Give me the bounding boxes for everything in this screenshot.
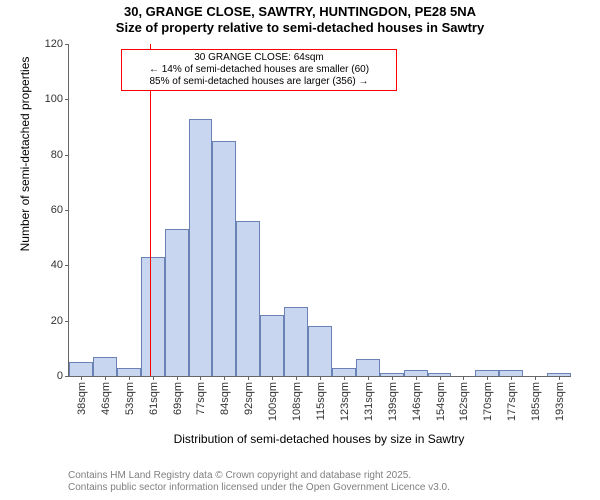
histogram-bar: [260, 315, 284, 376]
histogram-bar: [189, 119, 213, 376]
x-tick-mark: [177, 376, 178, 380]
x-tick-label: 46sqm: [98, 382, 112, 415]
x-tick-label: 162sqm: [456, 382, 470, 421]
annotation-box: 30 GRANGE CLOSE: 64sqm ← 14% of semi-det…: [121, 49, 397, 91]
x-tick-label: 69sqm: [170, 382, 184, 415]
annotation-line-1: 30 GRANGE CLOSE: 64sqm: [128, 52, 390, 64]
y-tick-mark: [65, 321, 69, 322]
x-tick-mark: [272, 376, 273, 380]
x-tick-mark: [224, 376, 225, 380]
y-axis-label: Number of semi-detached properties: [18, 0, 32, 320]
x-tick-mark: [463, 376, 464, 380]
x-tick-mark: [296, 376, 297, 380]
plot-area: 30 GRANGE CLOSE: 64sqm ← 14% of semi-det…: [68, 44, 571, 377]
x-tick-label: 100sqm: [265, 382, 279, 421]
x-tick-mark: [511, 376, 512, 380]
title-line-2: Size of property relative to semi-detach…: [0, 20, 600, 36]
annotation-line-2: ← 14% of semi-detached houses are smalle…: [128, 64, 390, 76]
y-tick-mark: [65, 99, 69, 100]
annotation-line-3: 85% of semi-detached houses are larger (…: [128, 76, 390, 88]
x-tick-mark: [535, 376, 536, 380]
y-tick-mark: [65, 265, 69, 266]
x-tick-mark: [440, 376, 441, 380]
histogram-bar: [236, 221, 260, 376]
histogram-bar: [93, 357, 117, 376]
x-tick-mark: [320, 376, 321, 380]
x-tick-label: 146sqm: [409, 382, 423, 421]
histogram-bar: [69, 362, 93, 376]
x-tick-mark: [153, 376, 154, 380]
x-tick-mark: [416, 376, 417, 380]
histogram-bar: [117, 368, 141, 376]
x-tick-mark: [81, 376, 82, 380]
x-tick-label: 154sqm: [433, 382, 447, 421]
x-tick-mark: [559, 376, 560, 380]
x-tick-mark: [392, 376, 393, 380]
x-tick-label: 193sqm: [552, 382, 566, 421]
x-tick-mark: [105, 376, 106, 380]
y-tick-mark: [65, 210, 69, 211]
title-line-1: 30, GRANGE CLOSE, SAWTRY, HUNTINGDON, PE…: [0, 4, 600, 20]
x-tick-label: 108sqm: [289, 382, 303, 421]
x-tick-label: 61sqm: [146, 382, 160, 415]
histogram-bar: [284, 307, 308, 376]
x-tick-mark: [487, 376, 488, 380]
histogram-bar: [212, 141, 236, 376]
x-tick-label: 170sqm: [480, 382, 494, 421]
histogram-bar: [356, 359, 380, 376]
x-tick-label: 84sqm: [217, 382, 231, 415]
x-tick-label: 77sqm: [193, 382, 207, 415]
histogram-bar: [141, 257, 165, 376]
histogram-bar: [165, 229, 189, 376]
x-tick-mark: [200, 376, 201, 380]
y-tick-mark: [65, 44, 69, 45]
x-tick-mark: [129, 376, 130, 380]
x-tick-mark: [368, 376, 369, 380]
reference-line: [150, 44, 151, 376]
histogram-bar: [308, 326, 332, 376]
x-tick-label: 92sqm: [241, 382, 255, 415]
x-tick-mark: [248, 376, 249, 380]
x-tick-label: 131sqm: [361, 382, 375, 421]
x-tick-label: 185sqm: [528, 382, 542, 421]
x-tick-label: 53sqm: [122, 382, 136, 415]
x-tick-label: 139sqm: [385, 382, 399, 421]
x-tick-label: 115sqm: [313, 382, 327, 420]
histogram-bar: [332, 368, 356, 376]
bars-layer: [69, 44, 571, 376]
chart-titles: 30, GRANGE CLOSE, SAWTRY, HUNTINGDON, PE…: [0, 0, 600, 37]
chart-container: 30, GRANGE CLOSE, SAWTRY, HUNTINGDON, PE…: [0, 0, 600, 500]
y-tick-mark: [65, 155, 69, 156]
x-axis-label: Distribution of semi-detached houses by …: [68, 432, 570, 446]
x-tick-label: 38sqm: [74, 382, 88, 415]
x-tick-mark: [344, 376, 345, 380]
x-tick-label: 177sqm: [504, 382, 518, 421]
x-tick-label: 123sqm: [337, 382, 351, 421]
y-tick-mark: [65, 376, 69, 377]
footer-attribution: Contains HM Land Registry data © Crown c…: [68, 470, 450, 494]
footer-line-1: Contains HM Land Registry data © Crown c…: [68, 470, 450, 482]
footer-line-2: Contains public sector information licen…: [68, 482, 450, 494]
